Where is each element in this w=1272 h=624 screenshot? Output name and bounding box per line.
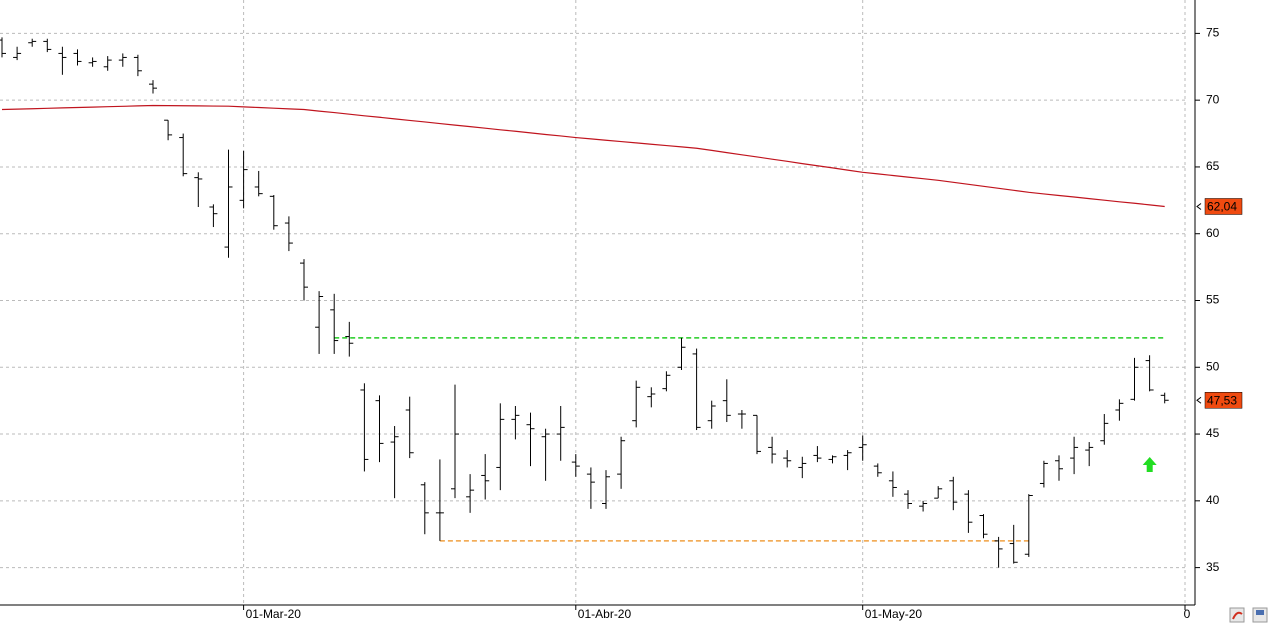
icon-glyph	[1256, 610, 1264, 615]
x-tick-label: 01-Abr-20	[578, 607, 632, 621]
y-tick-label: 70	[1206, 92, 1220, 106]
icon[interactable]	[1229, 607, 1245, 623]
toolbar-icons[interactable]	[1229, 607, 1268, 623]
last-label: 47,53	[1207, 393, 1237, 407]
y-tick-label: 40	[1206, 493, 1220, 507]
y-tick-label: 35	[1206, 560, 1220, 574]
y-tick-label: 65	[1206, 159, 1220, 173]
last-label-box	[1204, 198, 1243, 215]
y-tick-label: 60	[1206, 226, 1220, 240]
last-marker	[1196, 203, 1202, 210]
x-end-label: 0	[1184, 607, 1191, 621]
x-tick-label: 01-May-20	[865, 607, 923, 621]
y-tick-label: 55	[1206, 293, 1220, 307]
y-tick-label: 50	[1206, 359, 1220, 373]
signal-arrow	[1142, 457, 1157, 472]
last-label-box	[1204, 392, 1243, 409]
x-tick-label: 01-Mar-20	[246, 607, 302, 621]
y-tick-label: 75	[1206, 26, 1220, 40]
icon-glyph	[1232, 611, 1243, 620]
last-marker	[1196, 396, 1202, 404]
moving-average	[1, 104, 1165, 208]
y-tick-label: 45	[1206, 426, 1220, 440]
last-label: 62,04	[1207, 200, 1237, 214]
